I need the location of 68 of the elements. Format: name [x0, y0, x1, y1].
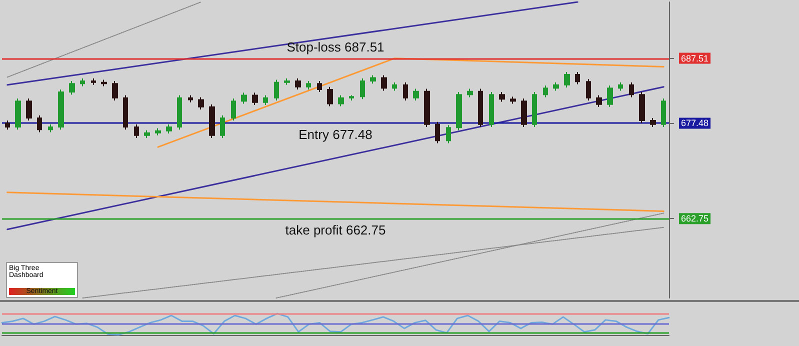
candlestick: [112, 80, 118, 101]
candlestick: [252, 92, 258, 106]
candlestick: [392, 82, 397, 92]
candlestick: [274, 79, 279, 101]
candlestick: [263, 94, 268, 106]
candlestick: [284, 78, 290, 86]
candlestick: [446, 124, 451, 144]
candlestick: [209, 104, 215, 139]
candlestick: [499, 92, 505, 102]
candlestick: [166, 124, 172, 134]
candlestick: [26, 98, 32, 122]
candlestick: [553, 82, 559, 92]
candlestick: [5, 120, 10, 130]
y-tick-label: 687.51: [681, 53, 709, 64]
candlestick: [629, 82, 634, 98]
candlestick: [543, 85, 548, 98]
candlestick: [532, 92, 537, 128]
candlestick: [144, 130, 150, 139]
candlestick: [586, 78, 591, 101]
candlestick: [349, 94, 354, 101]
y-tick-label: 662.75: [681, 214, 709, 224]
candlestick: [37, 114, 42, 133]
candlestick: [134, 124, 139, 139]
ref-line-label: Entry 677.48: [298, 127, 372, 142]
candlestick: [48, 124, 53, 133]
candlestick: [58, 88, 64, 130]
candlestick: [370, 74, 376, 84]
candlestick: [69, 80, 75, 96]
candlestick: [91, 78, 96, 86]
candlestick: [231, 98, 236, 122]
candlestick: [489, 92, 494, 128]
candlestick: [15, 98, 21, 130]
candlestick: [198, 96, 204, 110]
candlestick: [220, 114, 225, 139]
candlestick: [639, 92, 645, 124]
candlestick: [607, 85, 613, 108]
candlestick: [456, 92, 462, 131]
candlestick: [618, 82, 623, 92]
candlestick: [575, 71, 580, 85]
candlestick: [403, 82, 408, 101]
candlestick: [413, 88, 419, 101]
candlestick: [424, 88, 430, 128]
candlestick: [155, 128, 161, 136]
candlestick: [188, 94, 193, 103]
candlestick: [241, 92, 247, 104]
ref-line-label: take profit 662.75: [285, 222, 386, 238]
candlestick: [381, 74, 387, 92]
candlestick: [295, 78, 301, 90]
candlestick: [478, 88, 483, 128]
candlestick: [360, 78, 365, 100]
y-tick-label: 677.48: [681, 118, 709, 128]
candlestick: [467, 88, 473, 98]
candlestick: [435, 121, 440, 144]
candlestick: [521, 98, 527, 128]
candlestick: [101, 79, 107, 87]
ref-line-label: Stop-loss 687.51: [286, 39, 384, 54]
candlestick: [564, 71, 570, 88]
candlestick: [650, 117, 656, 128]
candlestick: [338, 94, 344, 107]
candlestick: [80, 78, 85, 87]
candlestick: [661, 98, 666, 128]
candlestick: [327, 86, 333, 107]
candlestick: [510, 96, 516, 104]
candlestick: [123, 94, 128, 130]
candlestick: [317, 80, 322, 93]
candlestick: [596, 94, 602, 108]
candlestick: [177, 94, 182, 130]
candlestick: [306, 80, 311, 90]
